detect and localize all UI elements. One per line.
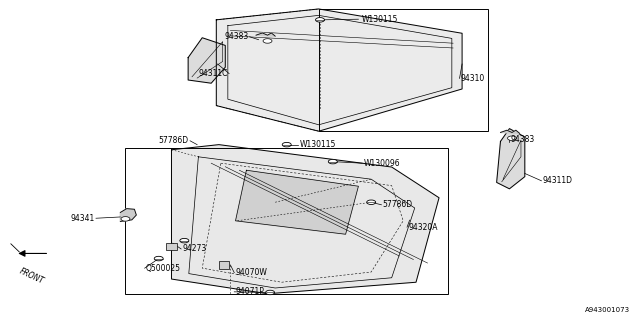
Text: 94273: 94273 [182, 244, 207, 253]
Polygon shape [236, 170, 358, 234]
Text: W130096: W130096 [364, 159, 400, 168]
Polygon shape [256, 33, 275, 36]
Text: 94311D: 94311D [543, 176, 573, 185]
Bar [219, 261, 229, 269]
Text: 94341: 94341 [70, 214, 95, 223]
Circle shape [121, 217, 130, 221]
Text: 94070W: 94070W [236, 268, 268, 277]
Text: 94383: 94383 [511, 135, 535, 144]
Circle shape [180, 238, 189, 243]
Circle shape [316, 18, 324, 22]
Text: W130115: W130115 [362, 15, 398, 24]
Circle shape [266, 290, 275, 295]
Text: 94311C: 94311C [198, 69, 228, 78]
Text: 94383: 94383 [224, 32, 248, 41]
Text: 94320A: 94320A [408, 223, 438, 232]
Text: 94071P: 94071P [236, 287, 264, 296]
Polygon shape [120, 209, 136, 221]
Circle shape [263, 39, 272, 43]
Bar [125, 148, 448, 294]
Circle shape [154, 256, 163, 261]
Circle shape [367, 200, 376, 204]
Text: 57786D: 57786D [383, 200, 413, 209]
Polygon shape [500, 130, 520, 133]
Text: Q500025: Q500025 [146, 264, 181, 273]
Text: 94310: 94310 [461, 74, 485, 83]
Bar [166, 243, 177, 250]
Polygon shape [216, 9, 462, 131]
Text: 57786D: 57786D [159, 136, 189, 145]
Polygon shape [497, 129, 525, 189]
Bar [319, 9, 488, 131]
Polygon shape [172, 145, 439, 294]
Circle shape [282, 142, 291, 147]
Text: FRONT: FRONT [19, 267, 45, 286]
Circle shape [328, 159, 337, 164]
Polygon shape [188, 38, 225, 83]
Text: A943001073: A943001073 [585, 307, 630, 313]
Text: W130115: W130115 [300, 140, 336, 149]
Circle shape [508, 136, 516, 140]
